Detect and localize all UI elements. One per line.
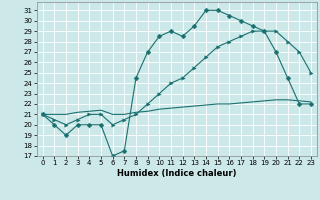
X-axis label: Humidex (Indice chaleur): Humidex (Indice chaleur) [117,169,236,178]
